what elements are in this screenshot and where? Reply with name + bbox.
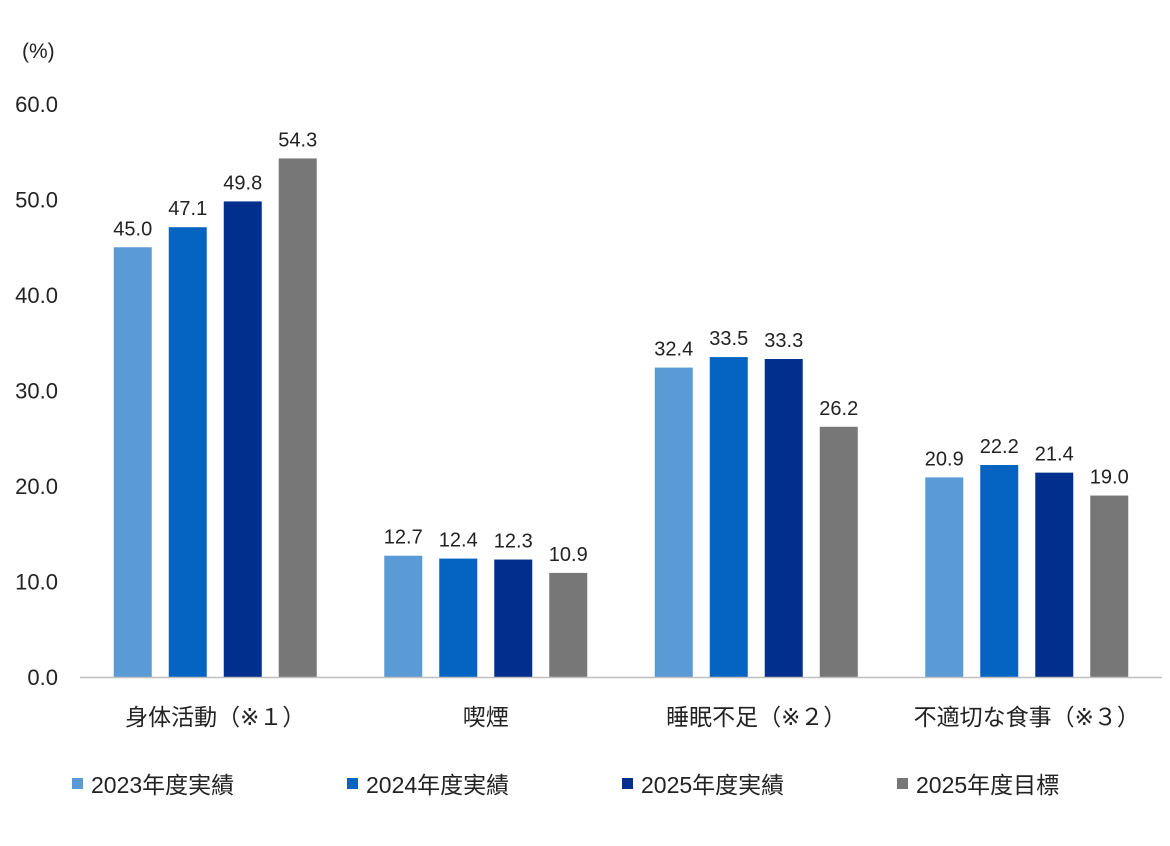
legend-label: 2025年度目標 [916, 772, 1060, 798]
data-label: 33.3 [764, 330, 803, 352]
bar [764, 358, 803, 677]
bars [113, 158, 1129, 677]
category-labels: 身体活動（※１） 喫煙 睡眠不足（※２） 不適切な食事（※３） [125, 704, 1140, 730]
legend-swatch [622, 777, 633, 789]
data-label: 32.4 [654, 339, 693, 361]
legend-item: 2023年度実績 [72, 766, 234, 800]
y-axis-ticks: 0.0 10.0 20.0 30.0 40.0 50.0 60.0 [15, 92, 58, 690]
legend-swatch [347, 777, 358, 789]
legend-item: 2024年度実績 [347, 766, 509, 800]
bar [1090, 495, 1129, 677]
y-tick-label: 50.0 [15, 188, 58, 213]
data-label: 33.5 [709, 328, 748, 350]
data-label: 12.3 [494, 531, 533, 553]
legend-swatch [897, 777, 908, 789]
bar-chart: (%) 0.0 10.0 20.0 30.0 40.0 50.0 60.0 45.0 47.1… [15, 40, 1162, 730]
y-tick-label: 20.0 [15, 474, 58, 499]
bar [549, 572, 588, 677]
y-tick-label: 30.0 [15, 379, 58, 404]
legend-item: 2025年度実績 [622, 766, 784, 800]
legend-item: 2025年度目標 [897, 766, 1059, 800]
data-label: 20.9 [925, 448, 964, 470]
y-tick-label: 60.0 [15, 92, 58, 117]
bar [113, 247, 152, 677]
data-label: 47.1 [168, 198, 207, 220]
bar [654, 367, 693, 677]
data-label: 54.3 [278, 129, 317, 151]
bar [819, 426, 858, 677]
y-tick-label: 0.0 [27, 665, 58, 690]
y-tick-label: 10.0 [15, 570, 58, 595]
bar [494, 559, 533, 677]
data-label: 19.0 [1090, 467, 1129, 489]
data-label: 45.0 [113, 218, 152, 240]
data-label: 10.9 [549, 544, 588, 566]
x-tick-label: 身体活動（※１） [125, 704, 305, 730]
legend-label: 2024年度実績 [366, 772, 510, 798]
legend-label: 2023年度実績 [91, 772, 235, 798]
data-label: 26.2 [819, 398, 858, 420]
x-tick-label: 喫煙 [463, 704, 509, 730]
data-label: 12.4 [439, 530, 478, 552]
y-axis-unit-label: (%) [22, 40, 55, 63]
bar [278, 158, 317, 677]
bar [709, 357, 748, 677]
data-labels: 45.0 47.1 49.8 54.3 12.7 12.4 12.3 10.9 32.4 33.5… [113, 129, 1128, 565]
bar [980, 464, 1019, 677]
x-tick-label: 睡眠不足（※２） [666, 704, 846, 730]
data-label: 12.7 [384, 527, 423, 549]
bar [168, 227, 207, 677]
data-label: 22.2 [980, 436, 1019, 458]
legend-swatch [72, 777, 83, 789]
bar [1035, 472, 1074, 677]
data-label: 49.8 [223, 172, 262, 194]
bar [223, 201, 262, 677]
x-tick-label: 不適切な食事（※３） [914, 704, 1140, 730]
data-label: 21.4 [1035, 444, 1074, 466]
bar [384, 555, 423, 677]
legend: 2023年度実績 2024年度実績 2025年度実績 2025年度目標 [72, 766, 1132, 800]
bar [925, 477, 964, 677]
legend-label: 2025年度実績 [641, 772, 785, 798]
bar [439, 558, 478, 677]
y-tick-label: 40.0 [15, 283, 58, 308]
